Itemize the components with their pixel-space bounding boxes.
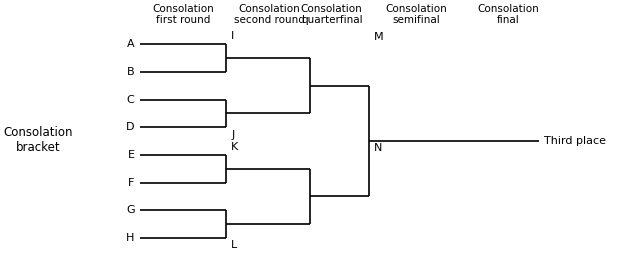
Text: D: D [126, 122, 135, 132]
Text: G: G [126, 205, 135, 215]
Text: L: L [231, 240, 237, 250]
Text: Consolation
second round: Consolation second round [234, 4, 305, 25]
Text: E: E [128, 150, 135, 160]
Text: K: K [231, 142, 239, 152]
Text: Consolation
first round: Consolation first round [152, 4, 214, 25]
Text: N: N [374, 143, 383, 153]
Text: C: C [126, 95, 135, 105]
Text: Consolation
final: Consolation final [477, 4, 539, 25]
Text: Consolation
bracket: Consolation bracket [3, 126, 73, 154]
Text: Consolation
semifinal: Consolation semifinal [386, 4, 448, 25]
Text: H: H [126, 233, 135, 243]
Text: Consolation
quarterfinal: Consolation quarterfinal [301, 4, 363, 25]
Text: J: J [231, 130, 234, 140]
Text: B: B [127, 67, 135, 77]
Text: Third place: Third place [544, 136, 606, 146]
Text: F: F [128, 178, 135, 187]
Text: I: I [231, 31, 234, 41]
Text: M: M [374, 32, 384, 42]
Text: A: A [127, 39, 135, 49]
